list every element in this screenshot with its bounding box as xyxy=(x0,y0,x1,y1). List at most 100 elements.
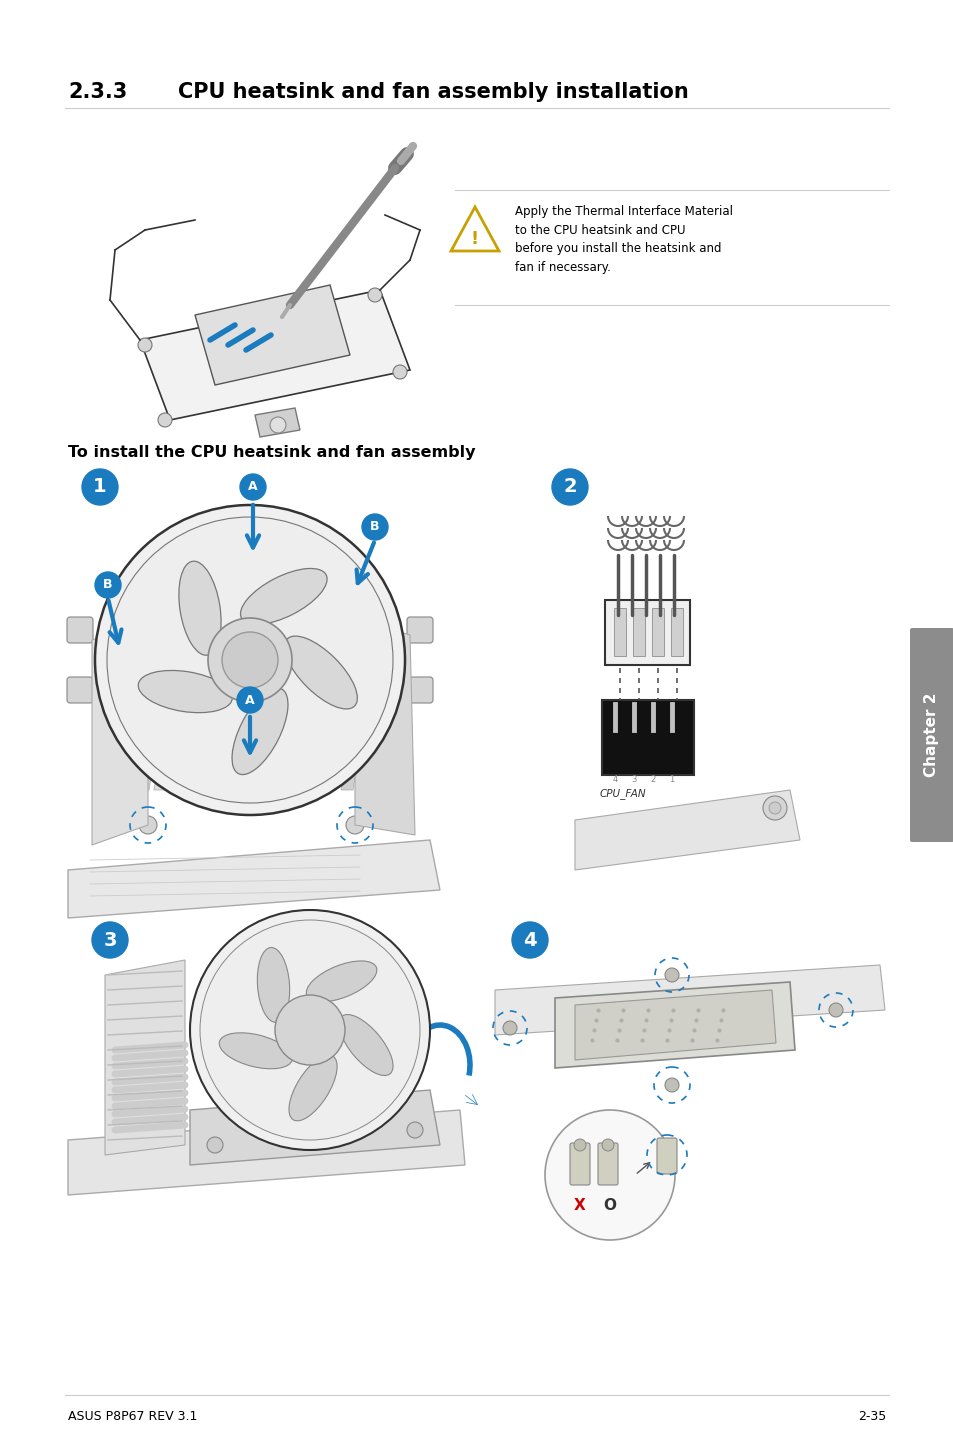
Text: 3: 3 xyxy=(103,930,116,949)
Text: CPU heatsink and fan assembly installation: CPU heatsink and fan assembly installati… xyxy=(178,82,688,102)
Circle shape xyxy=(82,469,118,505)
Circle shape xyxy=(222,631,277,687)
Text: 2: 2 xyxy=(650,775,655,784)
Ellipse shape xyxy=(289,1055,336,1120)
Circle shape xyxy=(240,475,266,500)
Text: B: B xyxy=(103,578,112,591)
Polygon shape xyxy=(68,840,439,917)
Polygon shape xyxy=(575,789,800,870)
Polygon shape xyxy=(307,741,327,789)
Text: 4: 4 xyxy=(612,775,617,784)
Circle shape xyxy=(236,687,263,713)
Circle shape xyxy=(601,1139,614,1150)
Circle shape xyxy=(190,910,430,1150)
Polygon shape xyxy=(355,618,415,835)
Text: Chapter 2: Chapter 2 xyxy=(923,693,939,778)
FancyBboxPatch shape xyxy=(67,677,92,703)
Circle shape xyxy=(274,995,345,1066)
Circle shape xyxy=(393,365,407,380)
FancyBboxPatch shape xyxy=(598,1143,618,1185)
Text: O: O xyxy=(603,1198,616,1214)
Polygon shape xyxy=(239,741,258,789)
Circle shape xyxy=(138,338,152,352)
Circle shape xyxy=(361,513,388,541)
Polygon shape xyxy=(137,741,157,789)
Polygon shape xyxy=(140,290,410,420)
Polygon shape xyxy=(290,741,310,789)
Circle shape xyxy=(768,802,781,814)
Ellipse shape xyxy=(219,1032,293,1068)
Polygon shape xyxy=(340,741,360,789)
Ellipse shape xyxy=(306,961,376,1002)
Bar xyxy=(670,608,682,656)
Polygon shape xyxy=(575,989,775,1060)
Circle shape xyxy=(346,815,364,834)
Circle shape xyxy=(270,417,286,433)
Circle shape xyxy=(208,618,292,702)
FancyBboxPatch shape xyxy=(601,700,693,775)
Text: CPU_FAN: CPU_FAN xyxy=(599,788,646,800)
Circle shape xyxy=(544,1110,675,1240)
Circle shape xyxy=(368,288,381,302)
Circle shape xyxy=(664,1078,679,1091)
FancyBboxPatch shape xyxy=(407,617,433,643)
Circle shape xyxy=(95,505,405,815)
Circle shape xyxy=(502,1021,517,1035)
FancyBboxPatch shape xyxy=(909,628,953,843)
Text: 2-35: 2-35 xyxy=(857,1411,885,1424)
Text: Apply the Thermal Interface Material
to the CPU heatsink and CPU
before you inst: Apply the Thermal Interface Material to … xyxy=(515,206,732,273)
Circle shape xyxy=(91,922,128,958)
Ellipse shape xyxy=(179,561,221,656)
Bar xyxy=(614,608,625,656)
Ellipse shape xyxy=(257,948,290,1022)
Circle shape xyxy=(107,518,393,802)
Polygon shape xyxy=(255,741,275,789)
Text: 2.3.3: 2.3.3 xyxy=(68,82,127,102)
Ellipse shape xyxy=(138,670,233,713)
Circle shape xyxy=(552,469,587,505)
Ellipse shape xyxy=(240,568,327,624)
Polygon shape xyxy=(120,741,140,789)
Text: 3: 3 xyxy=(631,775,636,784)
Circle shape xyxy=(207,1137,223,1153)
Polygon shape xyxy=(324,741,344,789)
Text: ASUS P8P67 REV 3.1: ASUS P8P67 REV 3.1 xyxy=(68,1411,197,1424)
Text: X: X xyxy=(574,1198,585,1214)
FancyBboxPatch shape xyxy=(569,1143,589,1185)
Ellipse shape xyxy=(338,1014,393,1076)
Polygon shape xyxy=(171,741,191,789)
Ellipse shape xyxy=(232,687,288,775)
Text: 2: 2 xyxy=(562,477,577,496)
Polygon shape xyxy=(68,1110,464,1195)
Text: 1: 1 xyxy=(93,477,107,496)
Circle shape xyxy=(200,920,419,1140)
Circle shape xyxy=(139,815,157,834)
Polygon shape xyxy=(190,1090,439,1165)
Circle shape xyxy=(664,968,679,982)
Text: !: ! xyxy=(471,230,478,247)
Circle shape xyxy=(512,922,547,958)
Polygon shape xyxy=(254,408,299,437)
Polygon shape xyxy=(273,741,293,789)
Polygon shape xyxy=(205,741,225,789)
Ellipse shape xyxy=(284,636,357,709)
FancyBboxPatch shape xyxy=(604,600,689,664)
Polygon shape xyxy=(153,741,173,789)
Polygon shape xyxy=(91,620,148,846)
Circle shape xyxy=(95,572,121,598)
Circle shape xyxy=(762,797,786,820)
Polygon shape xyxy=(495,965,884,1035)
Bar xyxy=(633,608,644,656)
Circle shape xyxy=(574,1139,585,1150)
Polygon shape xyxy=(194,285,350,385)
Circle shape xyxy=(828,1002,842,1017)
FancyBboxPatch shape xyxy=(67,617,92,643)
Text: 4: 4 xyxy=(522,930,537,949)
Text: A: A xyxy=(248,480,257,493)
Polygon shape xyxy=(222,741,242,789)
Text: B: B xyxy=(370,521,379,533)
Text: A: A xyxy=(245,693,254,706)
Circle shape xyxy=(158,413,172,427)
Circle shape xyxy=(407,1122,422,1137)
Text: To install the CPU heatsink and fan assembly: To install the CPU heatsink and fan asse… xyxy=(68,444,475,460)
